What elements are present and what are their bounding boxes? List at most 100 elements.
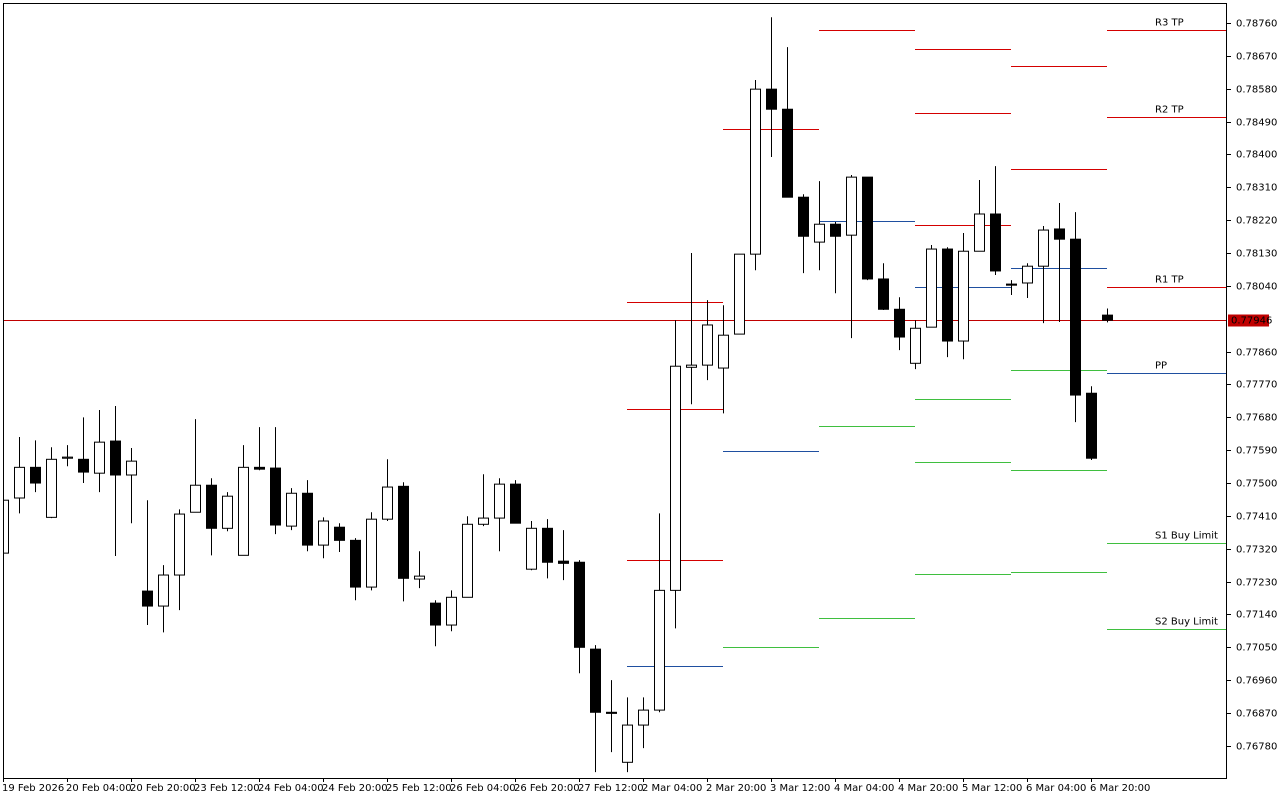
- candle-body: [1038, 229, 1049, 267]
- x-tick-label: 2 Mar 20:00: [706, 783, 766, 794]
- candle-body: [1006, 283, 1017, 286]
- candle-body: [654, 589, 665, 711]
- candle-body: [478, 517, 489, 525]
- last-price-label: 0.77946: [1231, 316, 1272, 327]
- candle-body: [942, 248, 953, 342]
- pivot-label: S2 Buy Limit: [1155, 617, 1218, 628]
- candle-body: [622, 724, 633, 763]
- x-tick-label: 26 Feb 20:00: [514, 783, 580, 794]
- candle-body: [382, 486, 393, 520]
- candle-body: [206, 484, 217, 529]
- candle-body: [590, 648, 601, 713]
- y-tick-label: 0.78580: [1236, 85, 1277, 96]
- plot-frame: [3, 3, 1227, 779]
- x-tick-label: 20 Feb 20:00: [130, 783, 196, 794]
- pivot-label: R1 TP: [1155, 275, 1184, 286]
- candle-body: [606, 711, 617, 714]
- candle-body: [398, 485, 409, 579]
- candle-body: [430, 602, 441, 626]
- candle-body: [670, 365, 681, 591]
- y-tick-label: 0.78130: [1236, 249, 1277, 260]
- y-tick-label: 0.78670: [1236, 52, 1277, 63]
- candle-body: [542, 527, 553, 563]
- y-tick-label: 0.77860: [1236, 348, 1277, 359]
- x-tick-label: 3 Mar 12:00: [770, 783, 830, 794]
- candle-body: [334, 526, 345, 541]
- candle-body: [750, 88, 761, 255]
- candle-body: [190, 484, 201, 513]
- candle-body: [782, 108, 793, 198]
- y-tick-label: 0.77410: [1236, 512, 1277, 523]
- x-tick-label: 19 Feb 2026: [2, 783, 64, 794]
- candle-body: [446, 596, 457, 626]
- y-tick-label: 0.77230: [1236, 578, 1277, 589]
- candle-body: [510, 483, 521, 524]
- candle-body: [158, 574, 169, 607]
- y-tick-label: 0.78310: [1236, 183, 1277, 194]
- x-tick-label: 2 Mar 04:00: [642, 783, 702, 794]
- candle-body: [318, 520, 329, 546]
- candle-body: [1086, 392, 1097, 459]
- candle-body: [302, 492, 313, 546]
- pivot-label: R3 TP: [1155, 18, 1184, 29]
- x-tick-label: 6 Mar 04:00: [1026, 783, 1086, 794]
- candle-body: [830, 223, 841, 237]
- candle-body: [62, 456, 73, 459]
- candle-body: [686, 364, 697, 368]
- candle-body: [174, 513, 185, 576]
- candle-body: [862, 176, 873, 280]
- candle-body: [78, 458, 89, 473]
- candle-body: [1070, 238, 1081, 396]
- y-tick-label: 0.77500: [1236, 479, 1277, 490]
- candle-body: [974, 213, 985, 252]
- pivot-label: R2 TP: [1155, 105, 1184, 116]
- y-tick-label: 0.77770: [1236, 380, 1277, 391]
- candle-body: [846, 176, 857, 236]
- pivot-label: PP: [1155, 361, 1167, 372]
- candle-body: [910, 327, 921, 364]
- candle-body: [238, 466, 249, 556]
- candle-body: [110, 440, 121, 476]
- x-tick-label: 26 Feb 04:00: [450, 783, 516, 794]
- candle-body: [766, 88, 777, 110]
- x-tick-label: 25 Feb 12:00: [386, 783, 452, 794]
- candle-body: [270, 467, 281, 526]
- candle-body: [14, 466, 25, 499]
- candle-body: [1102, 314, 1113, 321]
- last-price-tag: [1228, 314, 1269, 327]
- x-tick-label: 27 Feb 12:00: [578, 783, 644, 794]
- x-tick-label: 6 Mar 20:00: [1090, 783, 1150, 794]
- y-tick-label: 0.77320: [1236, 545, 1277, 556]
- y-tick-label: 0.78760: [1236, 19, 1277, 30]
- plot-area: R3 TP R2 TP R1 TP PP S1 Buy Limit S2 Buy Limi…: [4, 17, 1226, 773]
- candle-body: [142, 590, 153, 607]
- candle-body: [526, 527, 537, 570]
- y-tick-label: 0.76870: [1236, 709, 1277, 720]
- candle-body: [126, 460, 137, 476]
- candle-body: [494, 483, 505, 519]
- candle-body: [734, 253, 745, 335]
- candle-body: [366, 518, 377, 588]
- y-tick-label: 0.78400: [1236, 150, 1277, 161]
- candle-body: [46, 458, 57, 518]
- x-tick-label: 23 Feb 12:00: [194, 783, 260, 794]
- x-tick-label: 5 Mar 12:00: [962, 783, 1022, 794]
- candle-body: [1054, 228, 1065, 240]
- y-tick-label: 0.78220: [1236, 216, 1277, 227]
- candle-body: [958, 250, 969, 342]
- candle-body: [30, 466, 41, 484]
- candle-body: [574, 561, 585, 648]
- candle-body: [798, 196, 809, 237]
- candle-body: [254, 466, 265, 470]
- candle-body: [718, 334, 729, 369]
- y-tick-label: 0.78040: [1236, 282, 1277, 293]
- candle-body: [4, 499, 9, 554]
- y-tick-label: 0.77590: [1236, 446, 1277, 457]
- candle-body: [286, 492, 297, 527]
- y-tick-label: 0.76960: [1236, 676, 1277, 687]
- candle-body: [350, 539, 361, 588]
- candle-body: [814, 223, 825, 243]
- candle-body: [926, 248, 937, 328]
- candle-body: [222, 495, 233, 529]
- y-tick-label: 0.76780: [1236, 742, 1277, 753]
